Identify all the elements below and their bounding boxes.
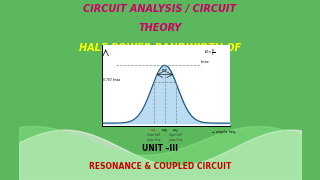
Text: CIRCUIT ANALYSIS / CIRCUIT: CIRCUIT ANALYSIS / CIRCUIT <box>84 4 236 14</box>
Text: HALF POWER BANDWIDTH OF: HALF POWER BANDWIDTH OF <box>79 43 241 53</box>
Text: Imax: Imax <box>201 60 210 64</box>
Text: I: I <box>105 49 106 53</box>
Text: Upper half
power freq.: Upper half power freq. <box>169 133 183 141</box>
Text: $\omega_2$: $\omega_2$ <box>172 127 179 135</box>
Text: $\omega_1$: $\omega_1$ <box>150 127 157 135</box>
Text: $\omega_0$: $\omega_0$ <box>161 127 168 135</box>
Text: 0.707 Imax: 0.707 Imax <box>103 78 120 82</box>
Text: BW: BW <box>162 69 168 73</box>
Text: THEORY: THEORY <box>138 23 182 33</box>
Text: SERIES RLC CIRCUIT: SERIES RLC CIRCUIT <box>105 63 215 73</box>
Text: RESONANCE & COUPLED CIRCUIT: RESONANCE & COUPLED CIRCUIT <box>89 162 231 171</box>
Text: UNIT –III: UNIT –III <box>142 144 178 153</box>
Text: $\rightarrow$ angular freq.: $\rightarrow$ angular freq. <box>211 128 236 136</box>
Text: Lower half
power freq.: Lower half power freq. <box>147 133 161 141</box>
Text: $B = \frac{R}{L}$: $B = \frac{R}{L}$ <box>204 48 216 59</box>
